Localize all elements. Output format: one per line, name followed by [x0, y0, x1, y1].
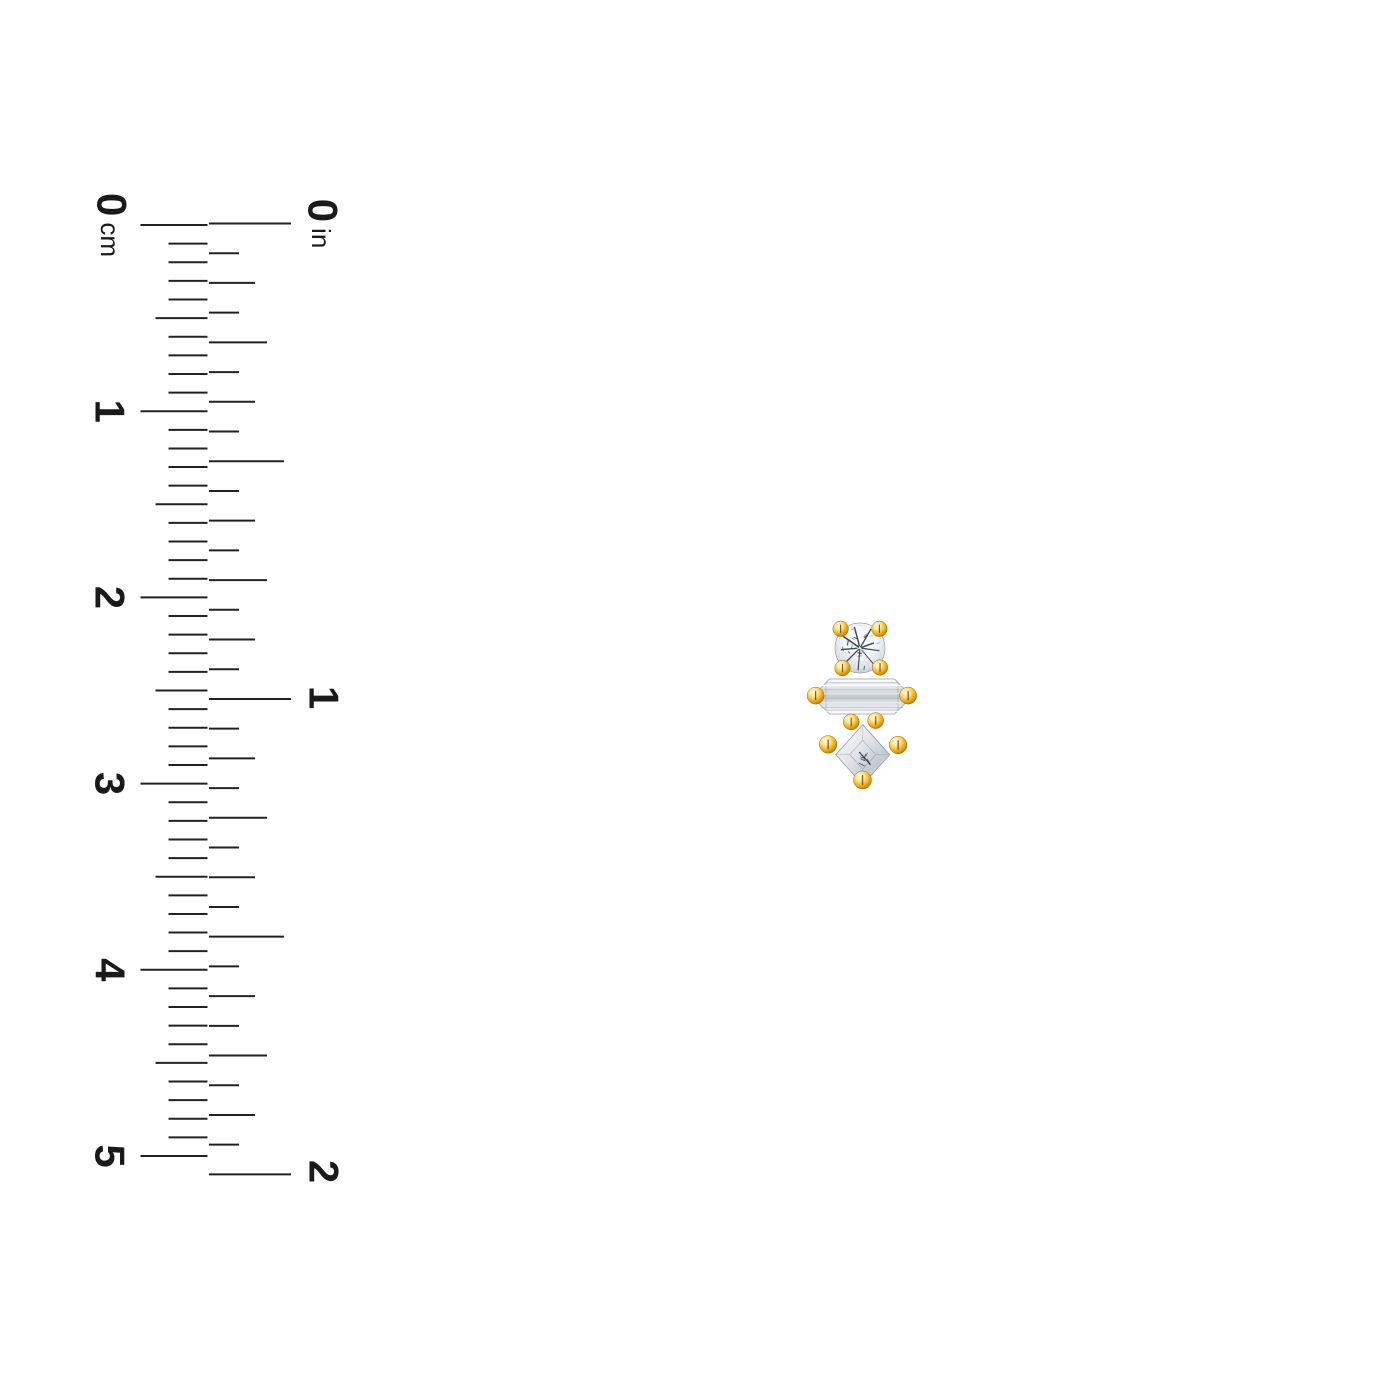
svg-text:1: 1 [301, 686, 348, 709]
svg-text:5: 5 [87, 1144, 134, 1167]
svg-text:2: 2 [87, 586, 134, 609]
svg-text:3: 3 [87, 772, 134, 795]
svg-text:1: 1 [87, 400, 134, 423]
svg-text:4: 4 [87, 958, 134, 982]
svg-text:2: 2 [301, 1160, 348, 1183]
